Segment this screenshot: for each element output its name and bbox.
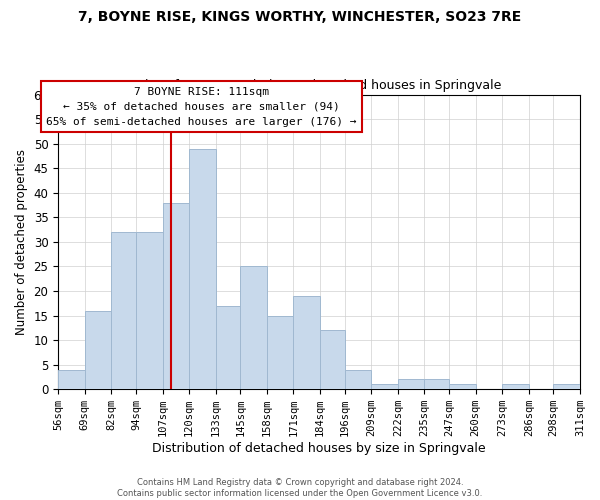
Bar (502, 384, 529, 389)
Bar (189, 148, 216, 389)
Text: Contains HM Land Registry data © Crown copyright and database right 2024.
Contai: Contains HM Land Registry data © Crown c… (118, 478, 482, 498)
Bar (398, 380, 424, 389)
Bar (424, 380, 449, 389)
Bar (85, 310, 112, 389)
Y-axis label: Number of detached properties: Number of detached properties (15, 149, 28, 335)
Bar (293, 296, 320, 389)
Bar (320, 330, 344, 389)
Bar (344, 370, 371, 389)
Bar (240, 266, 267, 389)
Title: Size of property relative to detached houses in Springvale: Size of property relative to detached ho… (137, 79, 501, 92)
Bar (267, 316, 293, 389)
Bar (58, 370, 85, 389)
Bar (449, 384, 476, 389)
Text: 7 BOYNE RISE: 111sqm
← 35% of detached houses are smaller (94)
65% of semi-detac: 7 BOYNE RISE: 111sqm ← 35% of detached h… (46, 87, 356, 126)
X-axis label: Distribution of detached houses by size in Springvale: Distribution of detached houses by size … (152, 442, 486, 455)
Bar (371, 384, 398, 389)
Bar (136, 232, 163, 389)
Bar (553, 384, 580, 389)
Bar (112, 232, 136, 389)
Bar (163, 202, 189, 389)
Text: 7, BOYNE RISE, KINGS WORTHY, WINCHESTER, SO23 7RE: 7, BOYNE RISE, KINGS WORTHY, WINCHESTER,… (79, 10, 521, 24)
Bar (216, 306, 240, 389)
